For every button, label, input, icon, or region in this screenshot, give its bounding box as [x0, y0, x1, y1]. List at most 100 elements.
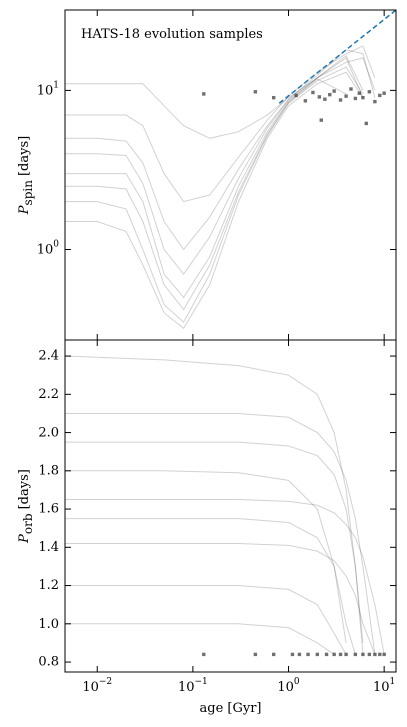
tick-exponent: 1	[390, 677, 396, 687]
data-point	[202, 652, 206, 657]
sample-line	[65, 78, 347, 311]
tick-exponent: −2	[99, 677, 112, 687]
y-label-unit: [days]	[17, 136, 32, 176]
reference-line	[278, 10, 396, 104]
data-point	[253, 90, 258, 94]
data-point	[353, 96, 358, 101]
data-point	[332, 89, 336, 93]
tick-exponent: 1	[53, 80, 59, 90]
axes-frame	[64, 339, 397, 673]
tick-label: 101	[37, 80, 59, 98]
y-label-symbol: P	[17, 534, 32, 544]
sample-line	[65, 66, 364, 323]
sample-line	[65, 470, 347, 644]
x-axis-label: age [Gyr]	[200, 701, 262, 716]
data-point	[290, 652, 295, 657]
data-point	[319, 118, 323, 122]
tick-label: 1.4	[38, 540, 59, 555]
sample-line	[65, 412, 376, 655]
sample-line	[65, 71, 364, 330]
tick-label: 101	[373, 677, 395, 695]
tick-label: 2.2	[38, 387, 59, 402]
tick-label: 2.0	[38, 425, 59, 440]
data-point	[328, 92, 332, 97]
tick-base: 10	[37, 83, 54, 98]
annotation: HATS-18 evolution samples	[81, 27, 263, 42]
data-point	[323, 97, 327, 101]
tick-label: 1.2	[38, 578, 59, 593]
tick-base: 1.0	[38, 616, 59, 631]
tick-label: 1.8	[38, 463, 59, 478]
tick-base: 10	[37, 242, 54, 257]
tick-base: 2.0	[38, 425, 59, 440]
plot-area	[65, 10, 396, 330]
tick-label: 1.6	[38, 502, 59, 517]
sample-line	[65, 57, 376, 139]
y-label-sub: spin	[21, 180, 35, 206]
data-point	[357, 91, 362, 95]
data-point	[315, 652, 320, 657]
tick-base: 10	[178, 680, 195, 695]
tick-base: 10	[373, 680, 390, 695]
data-point	[253, 652, 258, 657]
data-point	[338, 98, 343, 102]
data-point	[353, 652, 358, 657]
tick-base: 10	[82, 680, 99, 695]
data-point	[361, 652, 365, 657]
tick-base: 10	[277, 680, 294, 695]
data-point	[373, 652, 377, 657]
data-point	[311, 90, 315, 95]
data-point	[272, 652, 276, 657]
data-point	[378, 652, 382, 657]
data-point	[349, 87, 353, 91]
data-point	[338, 652, 343, 657]
sample-line	[65, 55, 364, 275]
data-point	[367, 90, 372, 94]
data-point	[294, 93, 298, 98]
data-point	[272, 95, 276, 100]
data-point	[297, 652, 302, 657]
sample-line	[65, 585, 347, 655]
data-point	[373, 99, 377, 104]
sample-line	[65, 45, 376, 203]
tick-exponent: −1	[195, 677, 208, 687]
y-axis-label: Pspin [days]	[17, 136, 35, 215]
y-label-unit: [days]	[17, 469, 32, 509]
data-point	[344, 652, 348, 657]
tick-label: 10−2	[82, 677, 112, 695]
tick-label: 100	[37, 239, 60, 257]
data-point	[344, 94, 348, 98]
sample-line	[65, 542, 376, 655]
tick-label: 0.8	[38, 655, 59, 670]
data-point	[361, 95, 365, 100]
data-point	[382, 91, 386, 95]
sample-line	[65, 355, 364, 655]
tick-exponent: 0	[294, 677, 300, 687]
data-point	[324, 652, 329, 657]
data-point	[364, 121, 368, 126]
data-point	[332, 652, 336, 657]
sample-line	[65, 441, 364, 643]
tick-label: 1.0	[38, 616, 59, 631]
tick-label: 10−1	[178, 677, 208, 695]
data-point	[382, 652, 386, 657]
data-point	[317, 95, 322, 99]
sample-line	[65, 499, 385, 655]
tick-label: 2.4	[38, 349, 59, 364]
data-point	[367, 652, 372, 657]
y-label-symbol: P	[17, 205, 32, 215]
data-point	[303, 99, 308, 103]
plot-area	[65, 355, 386, 657]
data-point	[306, 652, 310, 657]
sample-line	[65, 518, 356, 655]
y-axis-label: Porb [days]	[17, 469, 35, 544]
sample-line	[65, 57, 364, 299]
data-point	[202, 92, 206, 96]
tick-exponent: 0	[53, 239, 59, 249]
data-point	[378, 93, 382, 98]
tick-label: 100	[277, 677, 300, 695]
sample-line	[65, 623, 335, 655]
y-label-sub: orb	[21, 513, 35, 534]
sample-line	[65, 49, 376, 251]
